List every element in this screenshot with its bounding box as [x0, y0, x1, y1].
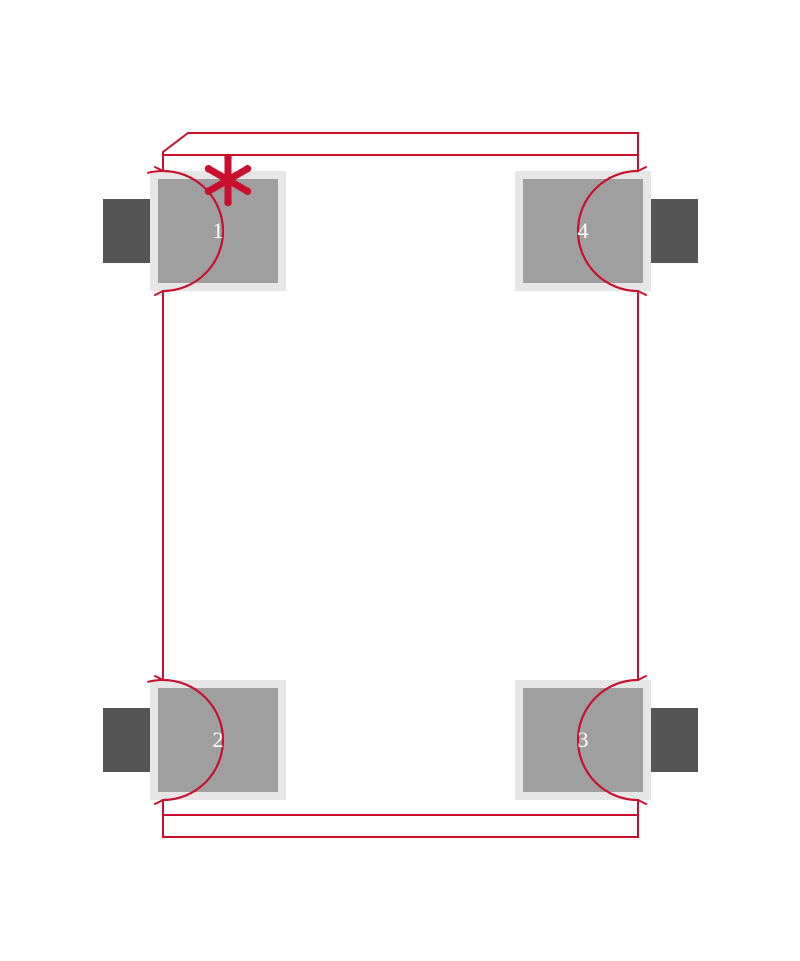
- chassis-bottom-strip: [163, 815, 638, 837]
- asterisk-arm-tip: [205, 188, 213, 196]
- arc-tick: [638, 167, 646, 171]
- arc-tick: [155, 800, 163, 804]
- asterisk-arm-tip: [224, 199, 232, 207]
- axle-stub: [103, 708, 158, 772]
- wheel-labels: 1 4 2 3: [213, 218, 589, 752]
- asterisk-arm-tip: [244, 188, 252, 196]
- wheels-layer: [150, 171, 651, 800]
- wheel-label-2: 2: [213, 727, 224, 752]
- asterisk-arm-tip: [244, 165, 252, 173]
- axle-stub: [643, 708, 698, 772]
- wheel-label-1: 1: [213, 218, 224, 243]
- arc-tick: [638, 291, 646, 295]
- wheel-label-3: 3: [578, 727, 589, 752]
- axle-stub: [643, 199, 698, 263]
- wheel-layout-diagram: 1 4 2 3: [0, 0, 800, 961]
- asterisk-arm-tip: [205, 165, 213, 173]
- arc-tick: [155, 291, 163, 295]
- arc-tick: [638, 676, 646, 680]
- chassis-top-strip: [163, 133, 638, 155]
- axle-stub: [103, 199, 158, 263]
- wheel-label-4: 4: [578, 218, 589, 243]
- asterisk-arm-tip: [224, 154, 232, 162]
- arc-tick: [638, 800, 646, 804]
- asterisk-center: [224, 176, 232, 184]
